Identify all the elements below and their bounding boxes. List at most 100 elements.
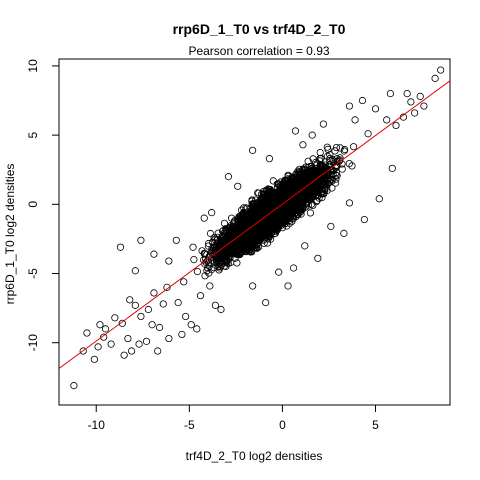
data-point [137,236,145,244]
data-point [144,305,152,314]
y-tick-label: 0 [26,201,40,208]
data-point [431,74,439,82]
data-point [116,243,125,251]
data-point [131,267,139,275]
data-point [291,127,300,135]
y-axis-label: rrp6D_1_T0 log2 densities [3,164,17,305]
data-point [407,98,415,106]
data-point [345,102,354,110]
data-point [358,96,367,105]
data-point [155,323,164,332]
points-layer [70,66,445,390]
data-point [262,298,270,307]
data-point [383,116,391,124]
plot-area [59,66,450,390]
data-point [148,321,156,329]
data-point [83,329,91,337]
x-tick-label: -10 [88,418,106,432]
data-point [159,300,167,308]
data-point [319,120,327,128]
data-point [403,90,411,98]
data-point [196,292,205,300]
data-point [101,325,110,333]
data-point [230,246,238,254]
data-point [90,355,98,363]
chart-subtitle: Pearson correlation = 0.93 [188,44,329,58]
data-point [180,278,188,286]
data-point [249,282,257,290]
data-point [178,330,186,339]
data-point [189,243,197,251]
data-point [150,250,158,258]
data-point [275,268,283,276]
data-point [165,334,173,343]
data-point [118,319,126,327]
data-point [224,173,233,181]
data-point [137,312,145,321]
x-tick-label: 0 [279,418,286,432]
data-point [142,337,151,345]
data-point [234,182,242,190]
data-point [371,105,380,113]
regression-line [59,80,450,369]
y-tick-label: -5 [26,268,40,279]
data-point [182,312,190,321]
data-point [96,321,104,329]
data-point [111,314,119,322]
data-point [172,236,180,244]
data-point [386,90,395,98]
data-point [416,92,424,100]
data-point [301,242,309,250]
data-point [388,164,396,172]
data-point [206,282,214,290]
data-point [120,351,128,359]
data-point [289,264,298,272]
data-point [314,254,322,262]
data-point [79,347,87,355]
data-point [217,305,225,314]
data-point [70,382,78,390]
data-point [165,257,173,265]
data-point [411,109,419,117]
data-point [150,289,158,297]
data-point [200,214,208,222]
data-point [420,102,428,110]
data-point [211,301,219,309]
data-point [107,340,115,348]
chart-title: rrp6D_1_T0 vs trf4D_2_T0 [173,21,346,37]
data-point [193,325,201,333]
y-tick-label: 5 [26,131,40,138]
data-point [135,340,143,348]
data-point [124,334,132,343]
data-point [265,155,273,163]
data-point [375,195,383,203]
data-point [299,141,307,149]
data-point [126,296,134,304]
x-axis: -10 -5 0 5 [88,404,379,432]
data-point [345,199,354,207]
data-point [154,347,162,355]
data-point [392,121,400,130]
data-point [128,347,136,355]
y-tick-label: -10 [26,334,40,352]
data-point [249,146,257,154]
data-point [131,301,139,309]
data-point [364,130,372,138]
data-point [284,282,292,290]
data-point [208,209,216,217]
data-point [351,116,359,124]
data-point [340,229,348,237]
data-point [100,333,108,341]
y-axis: -10 -5 0 5 10 [26,59,60,352]
data-point [174,298,182,307]
data-point [437,66,445,74]
data-point [308,131,316,139]
x-axis-label: trf4D_2_T0 log2 densities [186,449,323,463]
x-tick-label: 5 [372,418,379,432]
data-point [163,283,171,291]
dense-point-cloud [190,143,358,280]
data-point [94,343,102,351]
data-point [327,222,335,231]
x-tick-label: -5 [184,418,195,432]
